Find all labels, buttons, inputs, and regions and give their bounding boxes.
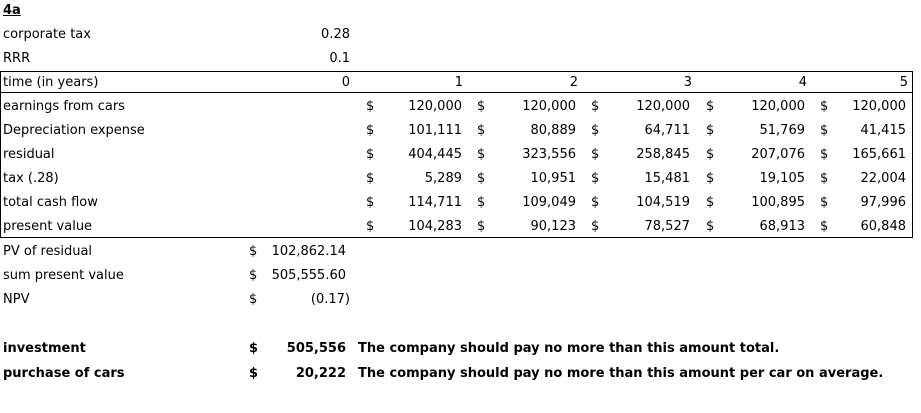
year-header-0: 0 xyxy=(341,75,350,90)
conclusion-currency-purchase-of-cars: $ xyxy=(249,366,259,381)
currency-symbol: $ xyxy=(477,171,486,186)
param-value-rrr: 0.1 xyxy=(329,51,350,66)
table-cell-value: 15,481 xyxy=(644,171,691,186)
summary-label-pv-residual: PV of residual xyxy=(3,244,93,259)
table-cell-value: 5,289 xyxy=(424,171,462,186)
row-label: Depreciation expense xyxy=(3,123,145,138)
currency-symbol: $ xyxy=(477,99,486,114)
summary-value-npv: (0.17) xyxy=(310,292,350,307)
currency-symbol: $ xyxy=(820,123,829,138)
table-cell-value: 109,049 xyxy=(522,195,576,210)
currency-symbol: $ xyxy=(591,123,600,138)
table-cell-value: 97,996 xyxy=(860,195,907,210)
currency-symbol: $ xyxy=(706,123,715,138)
currency-symbol: $ xyxy=(820,195,829,210)
year-header-3: 3 xyxy=(683,75,692,90)
row-label: earnings from cars xyxy=(3,99,125,114)
table-cell-value: 165,661 xyxy=(852,147,906,162)
year-header-5: 5 xyxy=(899,75,908,90)
table-cell-value: 120,000 xyxy=(408,99,462,114)
summary-label-npv: NPV xyxy=(3,292,30,307)
summary-currency-pv-residual: $ xyxy=(249,244,258,259)
table-cell-value: 41,415 xyxy=(860,123,907,138)
table-cell-value: 10,951 xyxy=(530,171,577,186)
cash-flow-table-border xyxy=(0,71,913,238)
currency-symbol: $ xyxy=(477,195,486,210)
currency-symbol: $ xyxy=(591,99,600,114)
table-cell-value: 90,123 xyxy=(530,219,577,234)
table-cell-value: 80,889 xyxy=(530,123,577,138)
currency-symbol: $ xyxy=(591,195,600,210)
conclusion-label-investment: investment xyxy=(3,341,86,356)
header-divider xyxy=(0,92,913,93)
currency-symbol: $ xyxy=(591,171,600,186)
table-cell-value: 404,445 xyxy=(408,147,462,162)
param-label-corporate-tax: corporate tax xyxy=(3,27,91,42)
conclusion-note-investment: The company should pay no more than this… xyxy=(358,341,780,356)
table-cell-value: 207,076 xyxy=(751,147,805,162)
section-heading: 4a xyxy=(3,3,21,18)
header-label: time (in years) xyxy=(3,75,99,90)
conclusion-label-purchase-of-cars: purchase of cars xyxy=(3,366,125,381)
table-cell-value: 101,111 xyxy=(408,123,462,138)
year-header-2: 2 xyxy=(569,75,578,90)
table-cell-value: 120,000 xyxy=(751,99,805,114)
table-cell-value: 120,000 xyxy=(852,99,906,114)
table-cell-value: 64,711 xyxy=(644,123,691,138)
table-cell-value: 22,004 xyxy=(860,171,907,186)
table-cell-value: 323,556 xyxy=(522,147,576,162)
conclusion-currency-investment: $ xyxy=(249,341,259,356)
table-cell-value: 19,105 xyxy=(759,171,806,186)
currency-symbol: $ xyxy=(477,123,486,138)
summary-value-sum-pv: 505,555.60 xyxy=(271,268,346,283)
currency-symbol: $ xyxy=(706,219,715,234)
table-cell-value: 68,913 xyxy=(759,219,806,234)
currency-symbol: $ xyxy=(820,171,829,186)
param-value-corporate-tax: 0.28 xyxy=(321,27,350,42)
currency-symbol: $ xyxy=(706,99,715,114)
currency-symbol: $ xyxy=(366,99,375,114)
currency-symbol: $ xyxy=(820,99,829,114)
currency-symbol: $ xyxy=(477,147,486,162)
table-cell-value: 104,519 xyxy=(636,195,690,210)
currency-symbol: $ xyxy=(820,147,829,162)
currency-symbol: $ xyxy=(366,219,375,234)
table-cell-value: 114,711 xyxy=(408,195,462,210)
summary-currency-npv: $ xyxy=(249,292,258,307)
summary-currency-sum-pv: $ xyxy=(249,268,258,283)
currency-symbol: $ xyxy=(366,123,375,138)
row-label: tax (.28) xyxy=(3,171,59,186)
currency-symbol: $ xyxy=(366,171,375,186)
currency-symbol: $ xyxy=(591,219,600,234)
table-cell-value: 51,769 xyxy=(759,123,806,138)
currency-symbol: $ xyxy=(366,147,375,162)
table-cell-value: 258,845 xyxy=(636,147,690,162)
conclusion-value-purchase-of-cars: 20,222 xyxy=(295,366,346,381)
year-header-1: 1 xyxy=(454,75,463,90)
currency-symbol: $ xyxy=(591,147,600,162)
table-cell-value: 78,527 xyxy=(644,219,691,234)
currency-symbol: $ xyxy=(477,219,486,234)
currency-symbol: $ xyxy=(820,219,829,234)
table-cell-value: 100,895 xyxy=(751,195,805,210)
year-header-4: 4 xyxy=(798,75,807,90)
summary-value-pv-residual: 102,862.14 xyxy=(271,244,346,259)
currency-symbol: $ xyxy=(706,147,715,162)
table-cell-value: 60,848 xyxy=(860,219,907,234)
currency-symbol: $ xyxy=(706,195,715,210)
table-cell-value: 104,283 xyxy=(408,219,462,234)
conclusion-value-investment: 505,556 xyxy=(286,341,346,356)
conclusion-note-purchase-of-cars: The company should pay no more than this… xyxy=(358,366,884,381)
summary-label-sum-pv: sum present value xyxy=(3,268,124,283)
currency-symbol: $ xyxy=(706,171,715,186)
row-label: present value xyxy=(3,219,93,234)
currency-symbol: $ xyxy=(366,195,375,210)
table-cell-value: 120,000 xyxy=(522,99,576,114)
row-label: total cash flow xyxy=(3,195,98,210)
param-label-rrr: RRR xyxy=(3,51,31,66)
table-cell-value: 120,000 xyxy=(636,99,690,114)
row-label: residual xyxy=(3,147,55,162)
